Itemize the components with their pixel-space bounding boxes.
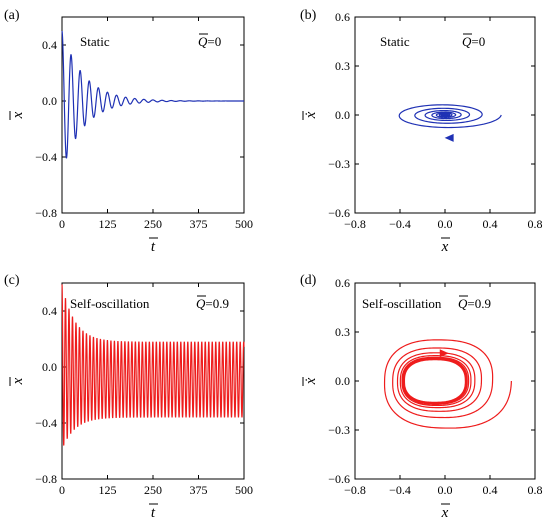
x-tick-label: −0.8: [344, 217, 366, 231]
q-value: =0: [207, 34, 221, 49]
panel-q-label: Q=0.9: [196, 296, 229, 311]
panel-mode-label: Static: [80, 34, 110, 49]
panel-q-label: Q=0: [198, 34, 221, 49]
x-tick-label: 375: [190, 217, 208, 231]
y-tick-label: 0.3: [335, 59, 350, 73]
x-axis-label: t: [151, 505, 156, 521]
y-tick-label: −0.6: [328, 472, 350, 486]
panel-letter: (b): [300, 8, 317, 23]
series-line-0: [383, 339, 512, 429]
panel-a: 0 125 250 375 500 −0.8 −0.4 0.0 0.4 (a) Static Q=0 t…: [4, 8, 253, 255]
x-tick-label: 0.0: [438, 217, 453, 231]
panel-c: 0 125 250 375 500 −0.8 −0.4 0.0 0.4 (c) Self-oscil…: [4, 273, 253, 521]
x-tick-label: −0.4: [389, 483, 411, 497]
x-tick-label: −0.4: [389, 217, 411, 231]
y-tick-label: 0.3: [335, 325, 350, 339]
q-symbol: Q: [462, 34, 472, 49]
x-axis-label: x: [441, 239, 449, 255]
y-tick-label: 0.0: [42, 360, 57, 374]
direction-arrow: [439, 349, 449, 358]
series-line-0: [61, 30, 244, 159]
series-line-0: [398, 104, 502, 129]
x-tick-label: 0: [59, 483, 65, 497]
x-axis-label: t: [151, 239, 156, 255]
q-symbol: Q: [198, 34, 208, 49]
y-tick-label: 0.4: [42, 38, 57, 52]
panel-d: −0.8 −0.4 0.0 0.4 0.8 −0.6 −0.3 0.0 0.3 0.6 (d) Sel…: [300, 273, 543, 521]
y-axis-label: x: [10, 377, 26, 385]
y-tick-label: 0.0: [335, 374, 350, 388]
y-tick-label: 0.6: [335, 276, 350, 290]
q-value: =0: [471, 34, 485, 49]
x-tick-label: 500: [235, 483, 253, 497]
y-axis-label: x: [10, 111, 26, 119]
plot-frame: [354, 282, 536, 480]
panel-mode-label: Self-oscillation: [362, 296, 442, 311]
x-tick-label: 0.8: [528, 217, 543, 231]
y-tick-label: −0.4: [35, 150, 57, 164]
q-symbol: Q: [196, 296, 206, 311]
x-tick-label: 0.8: [528, 483, 543, 497]
y-tick-label: 0.0: [335, 108, 350, 122]
panel-letter: (a): [4, 8, 20, 23]
x-tick-label: 0: [59, 217, 65, 231]
q-value: =0.9: [205, 296, 229, 311]
x-tick-label: 125: [99, 483, 117, 497]
q-symbol: Q: [458, 296, 468, 311]
panel-q-label: Q=0.9: [458, 296, 491, 311]
panel-mode-label: Self-oscillation: [70, 296, 150, 311]
q-value: =0.9: [467, 296, 491, 311]
x-axis-label: x: [441, 505, 449, 521]
x-tick-label: 0.4: [483, 217, 498, 231]
y-tick-label: 0.6: [335, 10, 350, 24]
panel-q-label: Q=0: [462, 34, 485, 49]
y-tick-label: −0.6: [328, 206, 350, 220]
y-tick-label: −0.3: [328, 423, 350, 437]
panel-mode-label: Static: [380, 34, 410, 49]
x-tick-label: 250: [144, 483, 162, 497]
y-tick-label: −0.4: [35, 416, 57, 430]
series-line-0: [61, 284, 245, 446]
panel-letter: (c): [4, 273, 20, 288]
y-axis-label: ẋ: [303, 111, 319, 119]
x-tick-label: 375: [190, 483, 208, 497]
x-tick-label: 250: [144, 217, 162, 231]
y-tick-label: 0.4: [42, 304, 57, 318]
y-tick-label: −0.8: [35, 206, 57, 220]
y-tick-label: 0.0: [42, 94, 57, 108]
y-axis-label: ẋ: [303, 377, 319, 385]
x-tick-label: 500: [235, 217, 253, 231]
panel-b: −0.8 −0.4 0.0 0.4 0.8 −0.6 −0.3 0.0 0.3 0.6 (b) Sta…: [300, 8, 543, 255]
x-tick-label: 0.4: [483, 483, 498, 497]
panel-letter: (d): [300, 273, 317, 288]
x-tick-label: 125: [99, 217, 117, 231]
x-tick-label: −0.8: [344, 483, 366, 497]
y-tick-label: −0.3: [328, 157, 350, 171]
direction-arrow: [444, 133, 454, 142]
x-tick-label: 0.0: [438, 483, 453, 497]
y-tick-label: −0.8: [35, 472, 57, 486]
